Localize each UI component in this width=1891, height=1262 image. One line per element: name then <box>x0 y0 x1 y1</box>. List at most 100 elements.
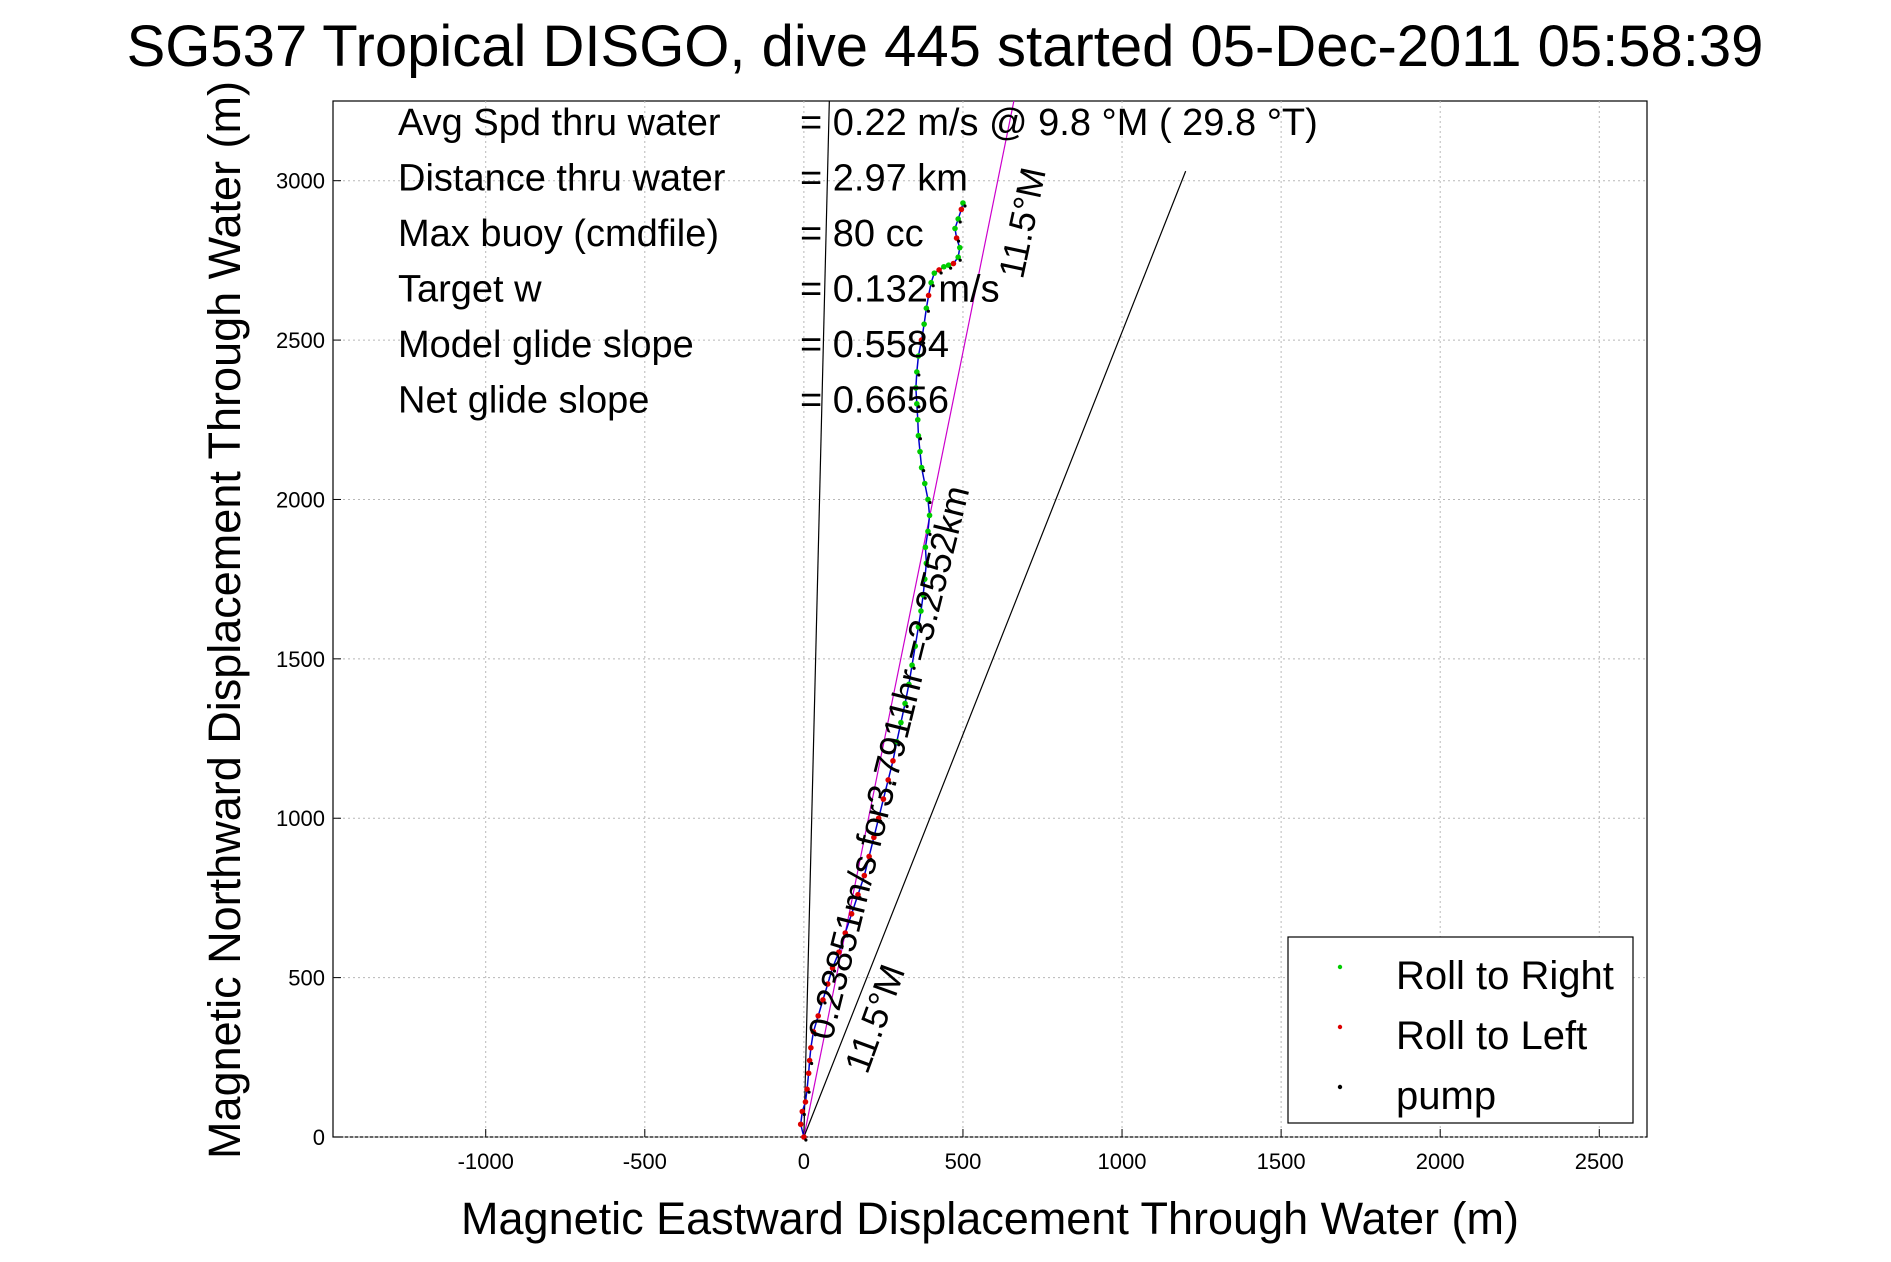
track-point <box>805 1070 812 1077</box>
info-value: = 0.22 m/s @ 9.8 °M ( 29.8 °T) <box>800 102 1318 144</box>
track-point <box>875 815 882 822</box>
track-point <box>880 796 887 802</box>
track-point <box>915 624 922 630</box>
track-point <box>909 662 915 669</box>
track-point <box>829 965 836 971</box>
track-point <box>815 1013 821 1019</box>
pump-point <box>823 1001 827 1005</box>
track-point <box>931 270 938 276</box>
info-label: Target w <box>398 269 542 311</box>
track-point <box>914 401 920 407</box>
track-point <box>799 1108 806 1115</box>
info-value: = 0.132 m/s <box>800 269 1000 311</box>
info-label: Net glide slope <box>398 380 649 422</box>
pump-point <box>912 666 916 670</box>
x-tick-label: -500 <box>623 1149 667 1174</box>
track-point <box>915 353 922 359</box>
track-point <box>804 1086 810 1092</box>
pump-point <box>917 373 921 377</box>
track-point <box>921 576 928 582</box>
track-point <box>801 1134 807 1140</box>
pump-point <box>832 969 837 973</box>
reference-lines <box>803 100 1187 1138</box>
reference-line <box>803 100 830 1138</box>
track-point <box>806 1057 813 1064</box>
plot-area: -1000 -500 0 500 1000 1500 2000 2500 0 500 1000 15… <box>276 100 1648 1174</box>
info-value: = 0.5584 <box>800 324 949 366</box>
track-point <box>928 279 934 286</box>
legend-label: Roll to Left <box>1396 1014 1587 1058</box>
pump-point <box>918 628 923 632</box>
track-point <box>914 369 920 375</box>
track-point <box>912 643 919 649</box>
x-tick-label: 2500 <box>1575 1149 1624 1174</box>
legend-box <box>1287 936 1634 1124</box>
pump-point <box>923 596 927 600</box>
track-point <box>820 997 826 1003</box>
track-point <box>921 321 927 327</box>
track-point <box>914 416 921 423</box>
track-point <box>871 834 877 841</box>
track-point <box>842 930 849 936</box>
legend: Roll to Right Roll to Left pump <box>1287 936 1634 1124</box>
track-point <box>918 337 925 343</box>
track-point <box>824 981 831 987</box>
track-point <box>936 267 942 273</box>
pump-point <box>963 204 967 208</box>
track-point <box>925 496 931 503</box>
pump-point <box>888 781 892 785</box>
pump-point <box>813 1033 818 1037</box>
track-point <box>923 305 930 312</box>
legend-label: Roll to Right <box>1396 954 1614 998</box>
track-point <box>802 1099 809 1105</box>
chart-title: SG537 Tropical DISGO, dive 445 started 0… <box>127 14 1764 79</box>
y-tick-label: 2000 <box>276 487 325 512</box>
pump-point <box>918 437 923 441</box>
pump-point <box>810 1061 814 1066</box>
pump-point <box>921 468 926 473</box>
info-value: = 2.97 km <box>800 158 968 200</box>
track-point <box>810 1029 817 1035</box>
track-point <box>941 263 947 270</box>
track-point <box>848 911 855 917</box>
track-point <box>920 592 926 598</box>
y-tick-label: 500 <box>288 966 325 991</box>
legend-label: pump <box>1396 1074 1496 1118</box>
pump-point <box>858 896 862 900</box>
x-tick-label: 0 <box>798 1149 810 1174</box>
track-point <box>890 758 896 764</box>
track-point <box>945 262 952 268</box>
y-tick-label: 1500 <box>276 647 325 672</box>
info-label: Model glide slope <box>398 324 694 366</box>
y-tick-label: 1000 <box>276 806 325 831</box>
track-point <box>922 544 929 551</box>
x-tick-label: 500 <box>945 1149 982 1174</box>
legend-marker <box>1337 1084 1343 1090</box>
track-point <box>926 512 933 519</box>
track-point <box>898 719 904 726</box>
track-point <box>797 1121 804 1128</box>
x-axis-label: Magnetic Eastward Displacement Through W… <box>461 1193 1519 1244</box>
pump-point <box>958 258 962 262</box>
info-label: Avg Spd thru water <box>398 102 721 144</box>
track-point <box>958 206 965 213</box>
info-label: Max buoy (cmdfile) <box>398 213 719 255</box>
pump-point <box>845 934 849 938</box>
track-point <box>861 872 868 879</box>
track-point <box>955 216 961 222</box>
y-axis-label: Magnetic Northward Displacement Through … <box>199 81 250 1159</box>
reference-line <box>803 100 1015 1138</box>
track-point <box>918 464 925 471</box>
pump-point <box>869 857 873 862</box>
track-point <box>808 1044 814 1051</box>
x-tick-label: 1000 <box>1098 1149 1147 1174</box>
track-point <box>902 700 908 707</box>
track-point <box>885 777 891 783</box>
track-point <box>855 891 861 898</box>
x-axis-ticks: -1000 -500 0 500 1000 1500 2000 2500 <box>458 1129 1624 1174</box>
pump-point <box>905 704 909 709</box>
pump-point <box>926 564 930 568</box>
y-tick-label: 3000 <box>276 169 325 194</box>
pump-point <box>807 1090 811 1094</box>
